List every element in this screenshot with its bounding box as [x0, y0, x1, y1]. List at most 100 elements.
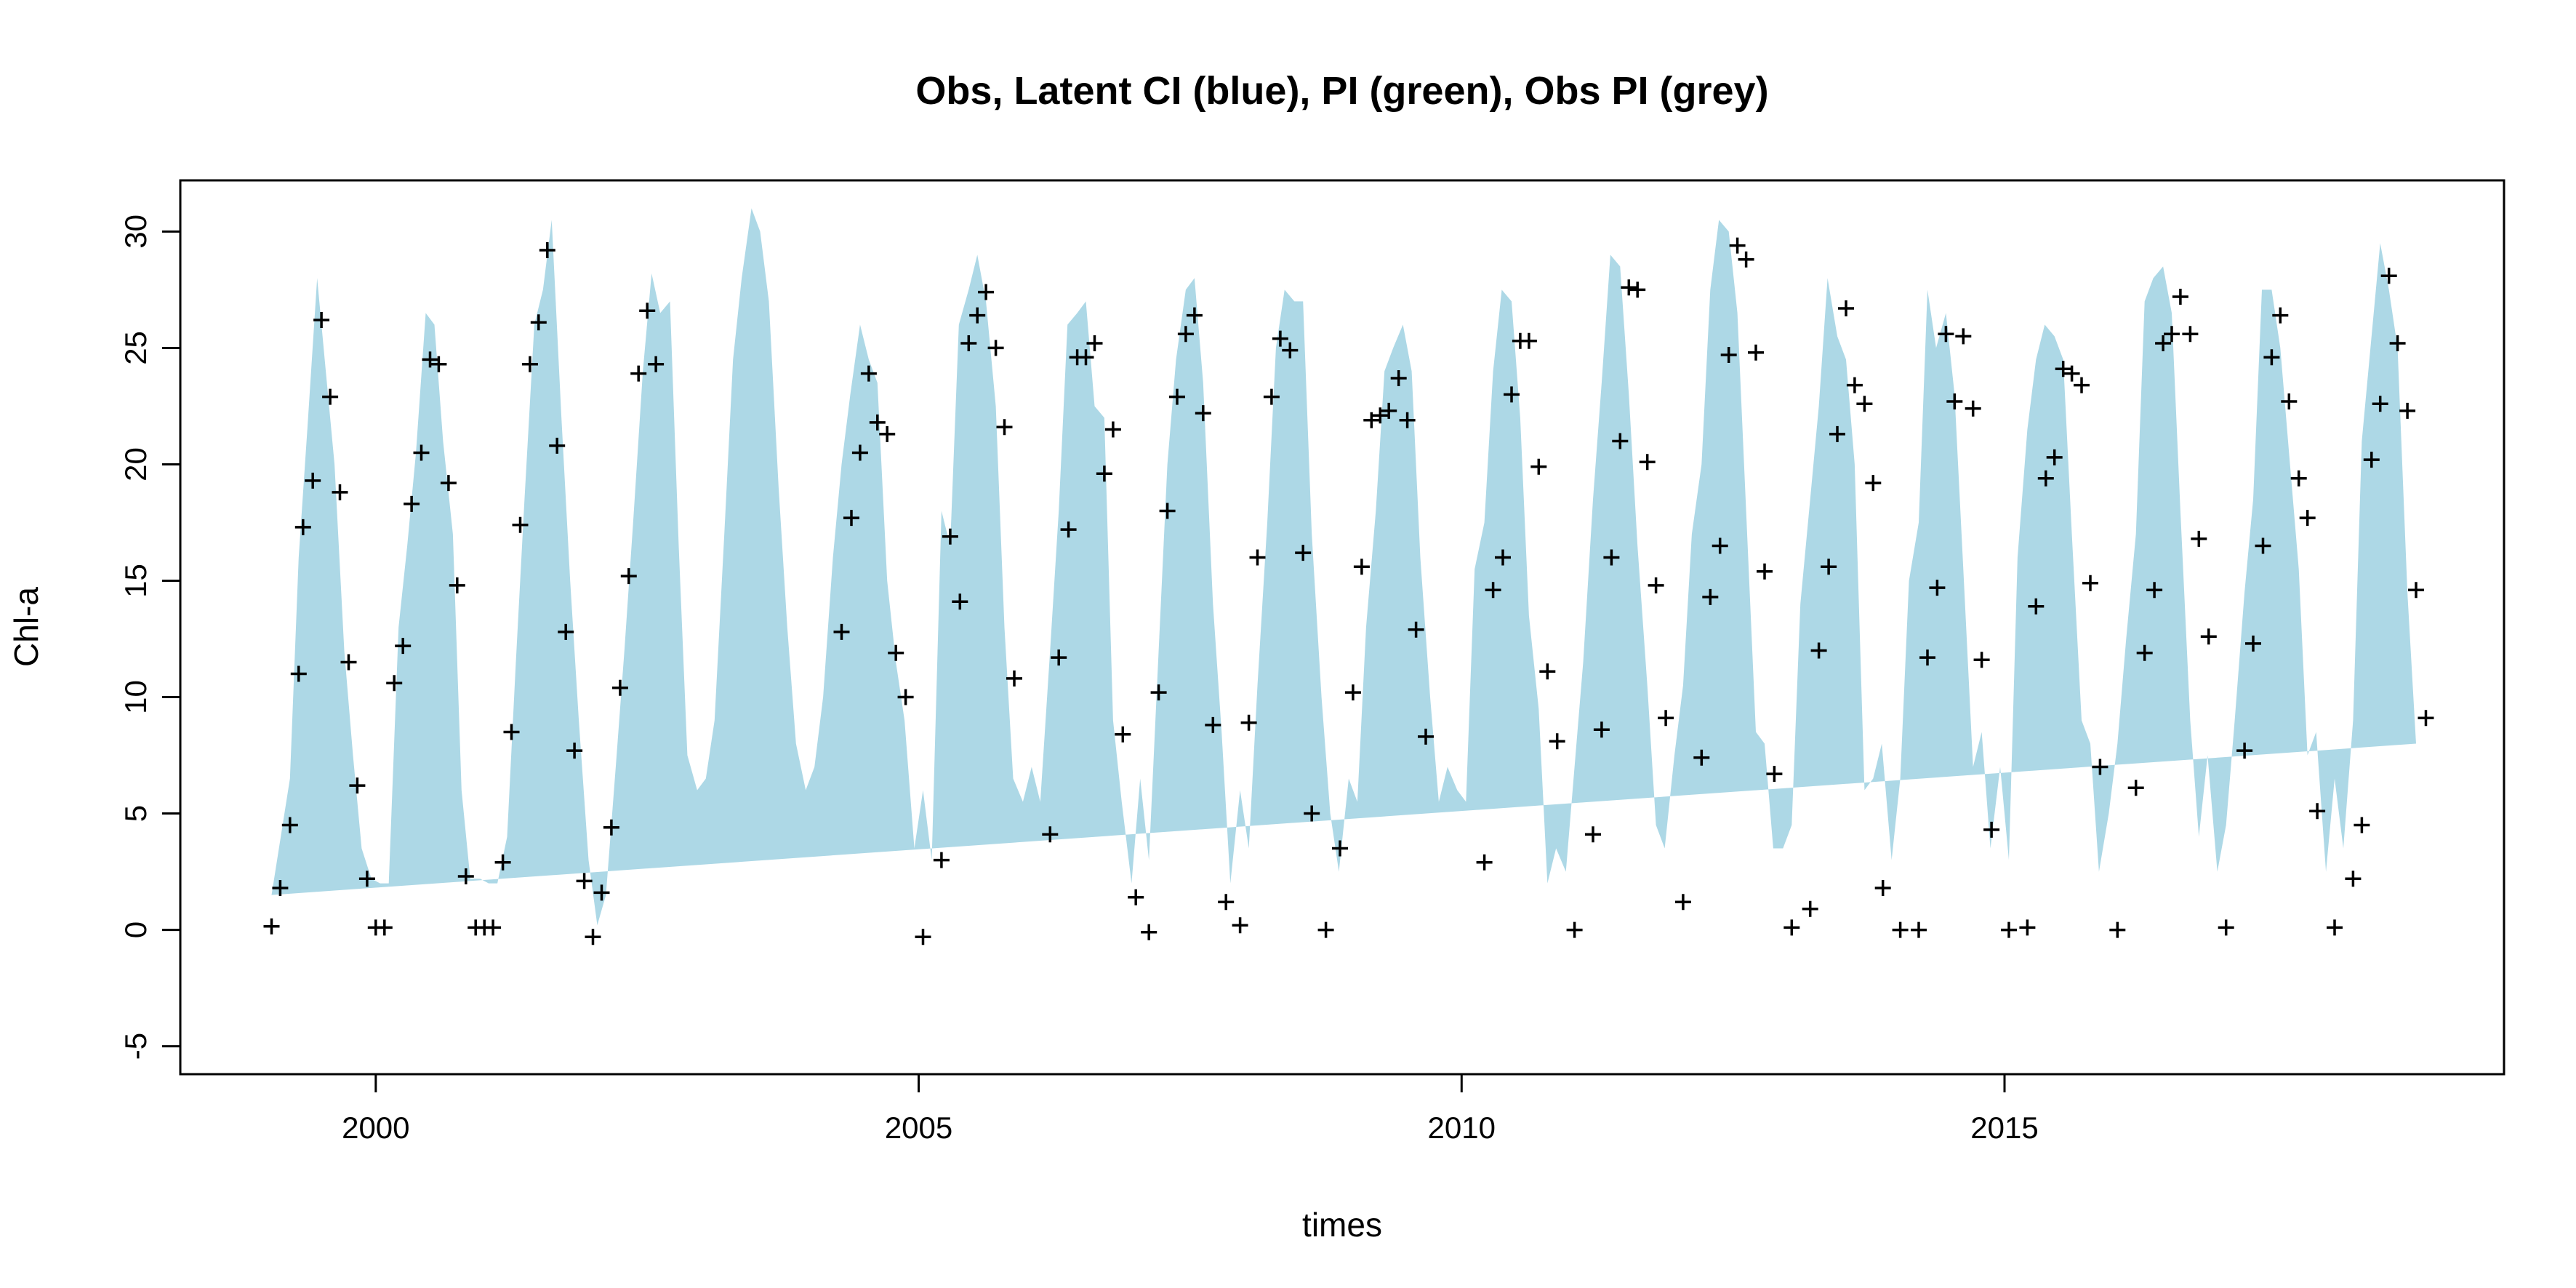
obs-point — [1929, 580, 1946, 596]
obs-point — [1748, 344, 1764, 361]
obs-point — [530, 314, 547, 331]
obs-point — [611, 679, 628, 696]
obs-point — [978, 284, 995, 300]
obs-point — [566, 743, 583, 759]
obs-point — [1629, 281, 1646, 298]
obs-point — [2200, 628, 2217, 645]
obs-point — [1603, 549, 1620, 566]
obs-point — [1955, 328, 1972, 345]
obs-point — [386, 675, 403, 692]
obs-point — [494, 854, 511, 871]
obs-point — [2037, 470, 2054, 487]
obs-point — [512, 516, 529, 533]
obs-point — [1218, 894, 1235, 911]
obs-point — [1938, 326, 1954, 343]
obs-point — [2327, 919, 2343, 936]
obs-point — [2245, 635, 2261, 652]
obs-point — [897, 689, 914, 705]
obs-point — [2191, 530, 2207, 547]
obs-point — [1418, 728, 1434, 745]
obs-point — [1738, 251, 1754, 268]
obs-point — [1205, 716, 1221, 733]
obs-point — [2281, 393, 2298, 409]
obs-point — [1399, 412, 1416, 428]
obs-point — [305, 472, 321, 489]
obs-point — [1874, 880, 1891, 896]
confidence-band-layer — [271, 208, 2416, 926]
obs-point — [1593, 721, 1610, 738]
obs-point — [1086, 335, 1103, 351]
x-tick-label: 2015 — [1970, 1111, 2038, 1145]
obs-point — [1344, 684, 1361, 701]
obs-point — [2109, 921, 2126, 938]
obs-point — [1115, 726, 1131, 743]
obs-point — [1485, 582, 1501, 599]
obs-point — [2019, 919, 2036, 936]
obs-point — [996, 419, 1013, 436]
obs-point — [1051, 649, 1067, 666]
y-axis: -5 0 5 10 15 20 25 30 — [119, 215, 182, 1060]
obs-point — [2164, 326, 2180, 343]
y-tick-label: 0 — [119, 921, 153, 938]
obs-point — [2389, 335, 2406, 351]
obs-point — [942, 528, 958, 545]
obs-point — [1304, 805, 1320, 822]
obs-point — [340, 654, 357, 671]
obs-point — [2399, 402, 2416, 419]
obs-point — [1104, 421, 1121, 438]
obs-point — [1658, 710, 1674, 727]
obs-point — [376, 919, 393, 936]
obs-point — [1141, 924, 1157, 940]
obs-point — [603, 819, 619, 836]
obs-point — [2309, 803, 2326, 820]
obs-point — [281, 817, 298, 833]
observation-points-layer — [263, 237, 2434, 945]
obs-point — [1195, 405, 1211, 422]
obs-point — [1390, 370, 1407, 386]
x-tick-label: 2005 — [885, 1111, 952, 1145]
obs-point — [1177, 326, 1194, 343]
chart-title: Obs, Latent CI (blue), PI (green), Obs P… — [915, 69, 1768, 113]
obs-point — [2380, 268, 2397, 284]
obs-point — [1829, 425, 1845, 442]
obs-point — [2028, 598, 2045, 615]
obs-point — [1150, 684, 1167, 701]
obs-point — [1946, 393, 1963, 409]
obs-point — [933, 852, 950, 868]
obs-point — [485, 919, 502, 936]
obs-point — [1846, 377, 1863, 393]
obs-point — [952, 593, 968, 610]
obs-point — [2082, 575, 2098, 591]
obs-point — [851, 444, 868, 461]
y-tick-label: -5 — [119, 1033, 153, 1060]
obs-point — [1504, 386, 1520, 403]
x-axis-label: times — [1302, 1206, 1382, 1244]
obs-point — [1539, 663, 1556, 680]
obs-point — [648, 356, 665, 372]
obs-point — [2345, 871, 2362, 887]
obs-point — [313, 312, 330, 328]
obs-point — [1919, 649, 1935, 666]
obs-point — [2255, 537, 2271, 554]
obs-point — [1128, 889, 1144, 905]
obs-point — [2172, 289, 2188, 305]
obs-point — [1648, 577, 1664, 593]
obs-point — [2146, 582, 2163, 599]
y-tick-label: 20 — [119, 447, 153, 481]
obs-point — [1702, 588, 1719, 605]
obs-point — [1317, 921, 1334, 938]
obs-point — [1078, 349, 1094, 366]
obs-point — [1060, 521, 1077, 538]
obs-point — [2055, 361, 2071, 377]
y-tick-label: 25 — [119, 331, 153, 365]
obs-point — [2063, 365, 2080, 382]
obs-point — [1693, 749, 1710, 766]
obs-point — [2290, 470, 2307, 487]
obs-point — [1712, 537, 1728, 554]
obs-point — [960, 335, 977, 351]
obs-point — [440, 475, 457, 492]
obs-point — [2236, 743, 2253, 759]
obs-point — [2272, 307, 2289, 324]
obs-point — [1965, 400, 1981, 417]
obs-point — [558, 623, 574, 640]
